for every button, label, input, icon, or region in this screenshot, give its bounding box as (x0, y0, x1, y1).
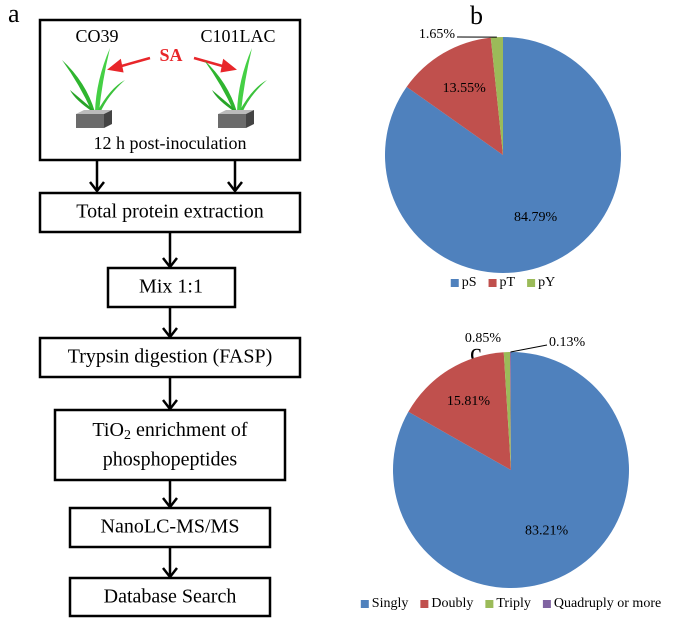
text: TiO (92, 419, 124, 441)
legend-label: pY (538, 275, 555, 290)
box (68, 576, 272, 618)
legend: Singly Doubly Triply Quadruply or more (360, 596, 661, 611)
subscript: 2 (124, 428, 131, 443)
legend-label: Quadruply or more (554, 596, 661, 611)
pie-slice (503, 352, 511, 470)
panel-label: c (470, 338, 482, 367)
panel-label: b (470, 1, 483, 30)
step: TiO2 enrichment of (92, 419, 247, 444)
pie-slice (406, 37, 503, 155)
step: Trypsin digestion (FASP) (68, 346, 273, 368)
step: Total protein extraction (76, 201, 263, 223)
pie-slice (490, 37, 503, 155)
box (53, 408, 287, 482)
pie-slice (510, 352, 511, 470)
legend-swatch (488, 279, 497, 287)
pie-slice (384, 37, 621, 273)
step: NanoLC-MS/MS (101, 516, 240, 538)
label: CO39 (75, 26, 118, 46)
box (68, 506, 272, 549)
step: phosphopeptides (103, 449, 238, 471)
legend-swatch (420, 600, 429, 608)
legend-label: pS (462, 275, 477, 290)
leader-line (510, 344, 548, 353)
legend-label: Singly (372, 596, 409, 611)
legend-swatch (527, 279, 536, 287)
plant (62, 48, 125, 128)
box (106, 266, 237, 309)
box (38, 336, 302, 379)
arrows (107, 56, 237, 73)
data-label: 0.13% (549, 335, 586, 350)
legend-swatch (485, 600, 494, 608)
data-label: 15.81% (447, 394, 491, 409)
legend-swatch (450, 279, 459, 287)
step: Database Search (104, 586, 237, 608)
legend-swatch (360, 600, 369, 608)
legend-label: Triply (496, 596, 531, 611)
data-label: 0.85% (465, 331, 502, 346)
legend-label: Doubly (431, 596, 473, 611)
label: SA (159, 45, 182, 65)
legend: pS pT pY (450, 275, 555, 290)
panel-label: a (8, 0, 20, 28)
data-label: 1.65% (419, 27, 456, 42)
legend-label: pT (500, 275, 516, 290)
data-label: 13.55% (443, 81, 487, 96)
label: 12 h post-inoculation (94, 133, 247, 153)
plant (204, 48, 267, 128)
legend-swatch (542, 600, 551, 608)
label: C101LAC (200, 26, 275, 46)
data-label: 84.79% (514, 210, 558, 225)
box (38, 191, 302, 234)
data-label: 83.21% (525, 523, 569, 538)
text: enrichment of (131, 419, 248, 441)
step: Mix 1:1 (139, 276, 203, 298)
flowchart: a CO39 C101LAC SA 12 h post-inoculation (8, 0, 302, 618)
pie-slice (408, 352, 511, 470)
